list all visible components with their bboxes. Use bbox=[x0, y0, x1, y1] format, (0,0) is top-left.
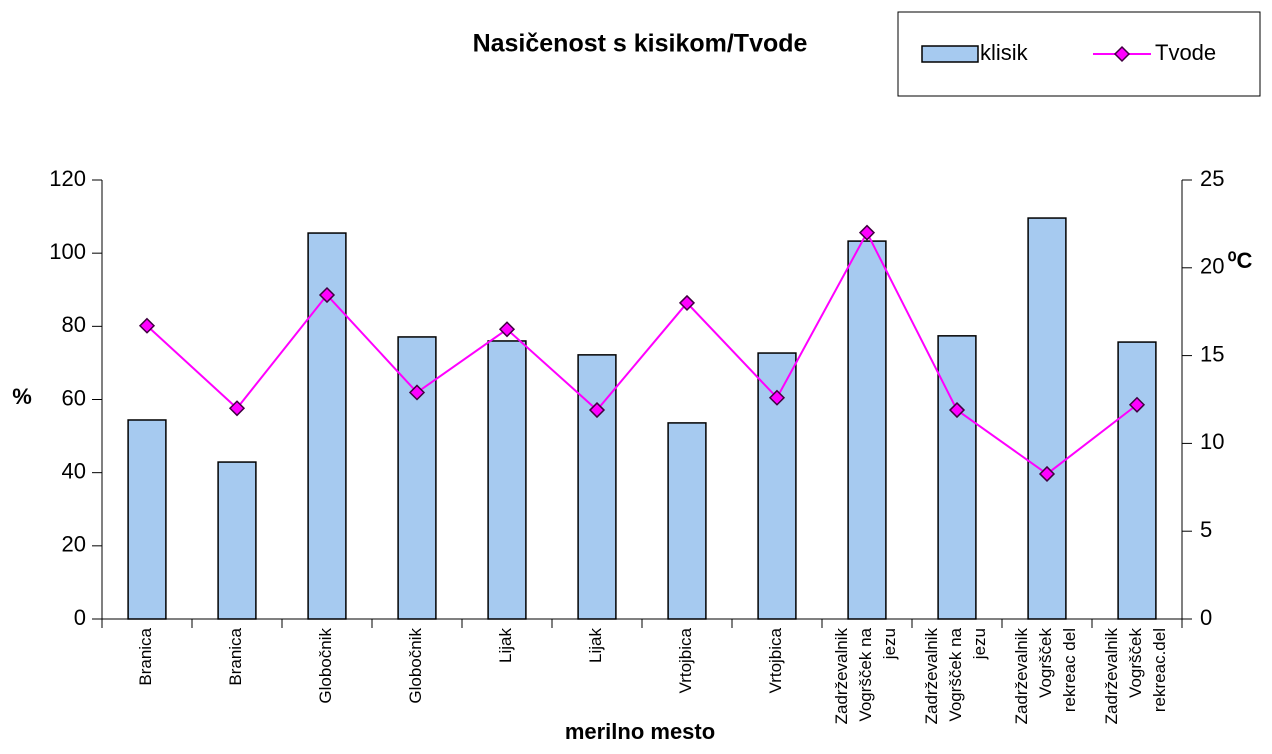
x-tick-label: Zadrževalnik Vogršček rekreac.del bbox=[1102, 628, 1169, 725]
bar bbox=[1027, 217, 1067, 620]
y-tick-label: 60 bbox=[62, 385, 86, 410]
y-tick-label: 20 bbox=[62, 532, 86, 557]
y-tick-label: 100 bbox=[49, 239, 86, 264]
x-tick-label: Vrtojbica bbox=[766, 627, 785, 693]
bar bbox=[127, 419, 167, 620]
y2-tick-label: 10 bbox=[1200, 429, 1224, 454]
legend-marker bbox=[1113, 45, 1131, 63]
y2-tick-label: 0 bbox=[1200, 605, 1212, 630]
y2-tick-label: 20 bbox=[1200, 254, 1224, 279]
y-axis-label: % bbox=[12, 384, 32, 409]
bar bbox=[847, 240, 887, 620]
bar bbox=[667, 422, 707, 620]
x-tick-label: Lijak bbox=[496, 628, 515, 663]
marker bbox=[588, 401, 606, 419]
legend-swatch bbox=[921, 45, 979, 63]
marker bbox=[318, 286, 336, 304]
marker bbox=[408, 384, 426, 401]
bar bbox=[1117, 341, 1157, 620]
x-tick-label: Zadrževalnik Vogršček rekreac del bbox=[1012, 628, 1079, 725]
x-tick-label: Vrtojbica bbox=[676, 627, 695, 693]
chart-title: Nasičenost s kisikom/Tvode bbox=[473, 30, 808, 58]
x-tick-label: Lijak bbox=[586, 628, 605, 663]
marker bbox=[498, 321, 516, 338]
legend-label: Tvode bbox=[1155, 40, 1216, 65]
bar bbox=[487, 340, 527, 620]
y2-tick-label: 15 bbox=[1200, 341, 1224, 366]
x-tick-label: Globočnik bbox=[316, 628, 335, 704]
legend-label: klisik bbox=[980, 40, 1029, 65]
marker bbox=[948, 401, 966, 419]
marker bbox=[228, 400, 246, 417]
x-tick-label: Zadrževalnik Vogršček na jezu bbox=[832, 627, 899, 724]
y-tick-label: 40 bbox=[62, 458, 86, 483]
marker bbox=[1128, 396, 1146, 413]
x-tick-label: Globočnik bbox=[406, 628, 425, 704]
marker bbox=[768, 389, 786, 406]
marker bbox=[858, 224, 876, 241]
line bbox=[146, 230, 1138, 476]
marker bbox=[1038, 465, 1056, 483]
y-tick-label: 80 bbox=[62, 312, 86, 337]
y-tick-label: 0 bbox=[74, 605, 86, 630]
x-tick-label: Branica bbox=[226, 627, 245, 685]
bar bbox=[937, 335, 977, 620]
y2-axis-label: ⁰C bbox=[1228, 248, 1253, 273]
x-tick-label: Zadrževalnik Vogršček na jezu bbox=[922, 627, 989, 724]
y2-tick-label: 25 bbox=[1200, 166, 1224, 191]
y-tick-label: 120 bbox=[49, 166, 86, 191]
x-tick-label: Branica bbox=[136, 627, 155, 685]
x-axis-label: merilno mesto bbox=[565, 719, 715, 744]
y2-tick-label: 5 bbox=[1200, 517, 1212, 542]
marker bbox=[138, 317, 156, 334]
bar bbox=[217, 461, 257, 620]
marker bbox=[678, 294, 696, 311]
